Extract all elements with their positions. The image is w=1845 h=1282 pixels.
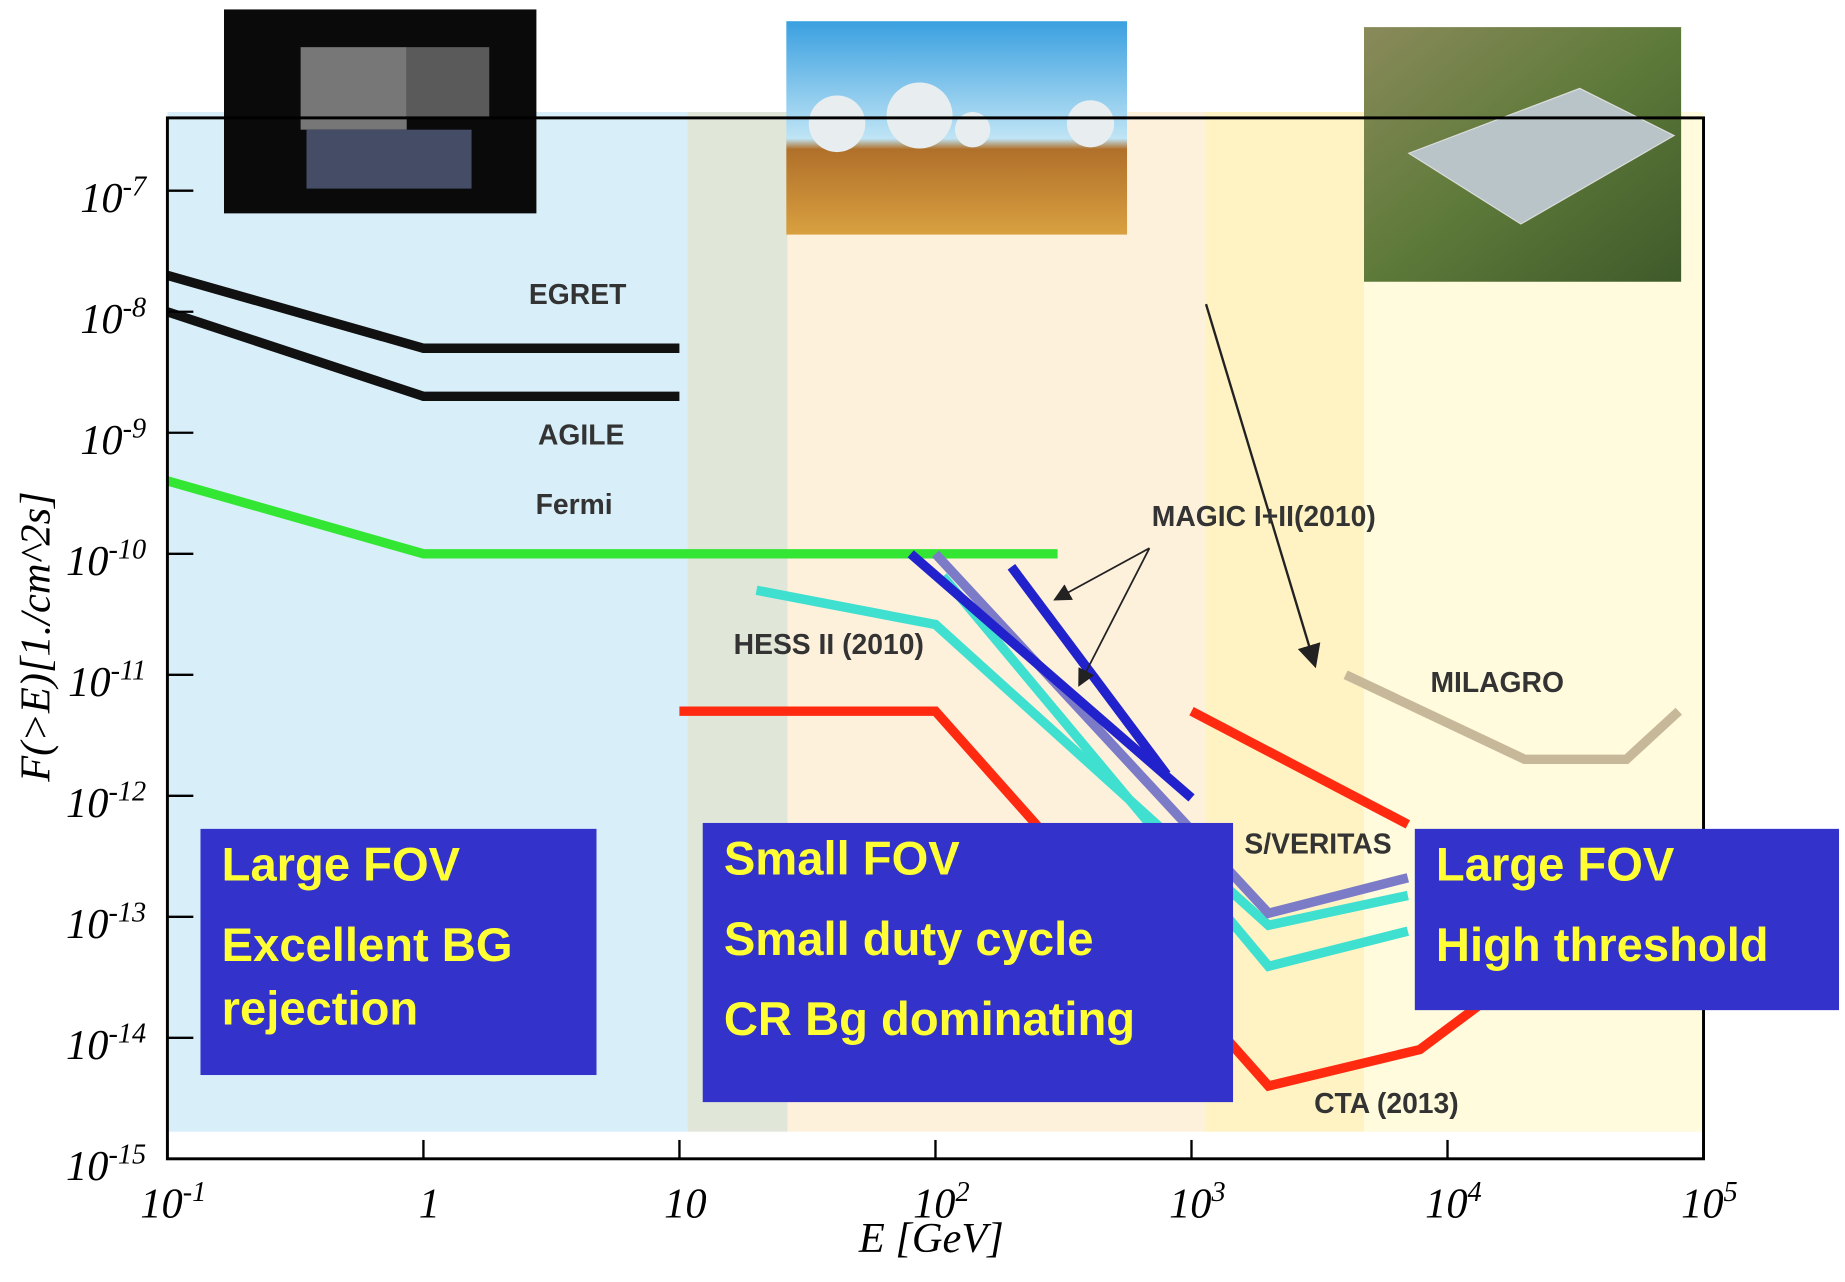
arrow [1078,547,1151,687]
tick-label: 10-8 [80,292,146,343]
x-axis-label: E [GeV] [858,1215,1004,1262]
box-line: Large FOV [221,839,461,892]
series-label: Fermi [536,488,613,520]
box-line: Excellent BG rejection [221,919,513,1036]
box-line: Small FOV [723,833,960,886]
series-line [1343,670,1682,765]
text-box-body: Large FOV High threshold [1414,828,1840,1011]
series-label: AGILE [538,418,624,450]
satellite-body [306,129,472,189]
annotation: MAGIC I+II(2010) [1152,500,1376,532]
photos [223,9,1682,282]
annotation: S/VERITAS [1244,827,1391,859]
tick-label: 1 [419,1181,440,1228]
tick-label: 10 [664,1181,706,1228]
tick-label: 10-11 [68,655,146,706]
series-line [755,585,1409,931]
text-box: Large FOV High threshold [1414,828,1840,1011]
box-line: Small duty cycle [723,913,1094,966]
arrow [1053,547,1150,601]
satellite-panel [406,47,490,118]
tick-label: 10-7 [80,171,148,222]
series-line [166,476,1058,559]
box-line: Large FOV [1435,839,1675,892]
tick-label: 10-13 [66,898,146,949]
tick-label: 10-15 [66,1140,146,1191]
y-axis-label: F(>E)[1./cm^2s] [13,491,60,782]
series-line [907,550,1195,802]
arrow [1204,303,1321,669]
tick-label: 10-12 [66,776,146,827]
satellite-panel [300,47,407,130]
series-line [939,573,1410,972]
series-line [165,307,680,402]
tick-label: 104 [1425,1177,1482,1228]
labels: EGRET AGILE Fermi HESS II (2010) MILAGRO MAGI… [529,278,1564,1119]
box-line: High threshold [1435,919,1769,972]
series-label: MILAGRO [1430,666,1564,698]
text-box: Small FOV Small duty cycle CR Bg dominatin… [702,822,1234,1103]
ticks: 10-1 1 10 102 103 104 10510-710-810-910-1010-1… [66,171,1738,1227]
telescope-dish [886,82,953,149]
box-line: CR Bg dominating [723,993,1136,1046]
tick-label: 10-10 [66,534,146,585]
tick-label: 10-1 [140,1177,206,1228]
series-label: HESS II (2010) [734,628,924,660]
series-line [679,706,1494,1092]
series-line [1189,707,1411,829]
telescope-dish [808,95,866,153]
tick-label: 102 [913,1177,970,1228]
tick-label: 10-14 [66,1019,146,1070]
telescope-dish [954,111,991,148]
tick-label: 105 [1681,1177,1738,1228]
tick-label: 103 [1169,1177,1226,1228]
text-box: Large FOV Excellent BG rejection [200,828,597,1076]
series-line [166,270,680,353]
text-box-body: Large FOV Excellent BG rejection [200,828,597,1076]
boxes: Large FOV Excellent BG rejection Small FOV… [200,822,1840,1103]
milagro-pond [1407,87,1676,225]
plot-lines [165,270,1682,1092]
tick-label: 10-9 [80,413,146,464]
telescope-dish [1066,100,1115,148]
text-box-body: Small FOV Small duty cycle CR Bg dominatin… [702,822,1234,1103]
series-label: EGRET [529,278,626,310]
annotation: CTA (2013) [1314,1087,1459,1119]
